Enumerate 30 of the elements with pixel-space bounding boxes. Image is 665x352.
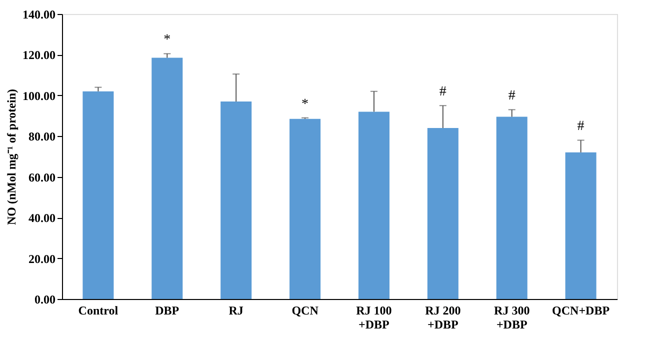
y-tick-label: 40.00: [28, 211, 56, 226]
x-tick-label: RJ 200 +DBP: [425, 304, 461, 332]
x-tick-label: QCN+DBP: [552, 304, 610, 318]
x-tick-label: DBP: [155, 304, 180, 318]
x-tick-label: Control: [78, 304, 119, 318]
y-tick-label: 120.00: [22, 48, 56, 62]
bar: [358, 112, 390, 299]
y-tick-label: 80.00: [28, 130, 56, 144]
y-tick-label: 60.00: [28, 170, 56, 184]
y-tick-label: 0.00: [34, 292, 56, 306]
annotation: #: [439, 84, 446, 100]
bar: [82, 91, 114, 299]
x-tick-label: RJ 100 +DBP: [356, 304, 392, 332]
bar: [152, 58, 183, 299]
bar: [496, 116, 528, 299]
x-tick-label: QCN: [292, 304, 319, 318]
x-tick-label: RJ 300 +DBP: [494, 304, 530, 332]
bar: [565, 152, 596, 299]
x-tick-label: RJ: [228, 304, 244, 318]
y-axis-title: NO (nMol mg⁻¹ of protein): [4, 88, 18, 226]
annotation: #: [577, 119, 584, 134]
annotation: *: [302, 96, 309, 112]
y-tick-label: 140.00: [22, 8, 56, 22]
annotation: *: [164, 32, 171, 48]
bar: [290, 118, 321, 299]
y-tick-label: 20.00: [28, 252, 56, 266]
bar: [427, 128, 458, 299]
bar: [220, 102, 252, 299]
y-tick-label: 100.00: [22, 88, 56, 103]
annotation: #: [508, 88, 516, 104]
